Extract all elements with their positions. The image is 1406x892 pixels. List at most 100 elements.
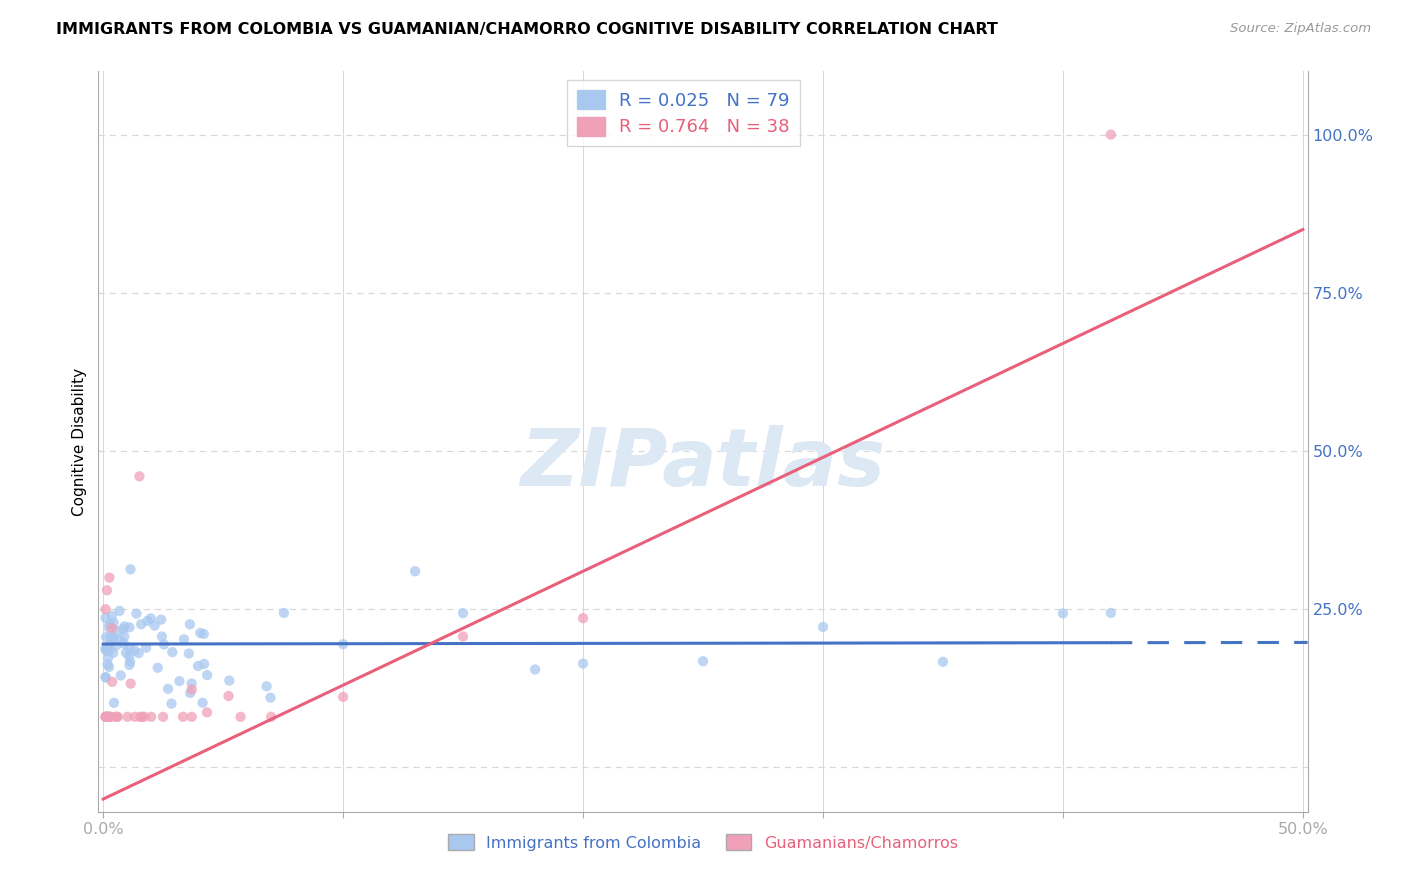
Point: [139, 710, 162, 724]
Point: [120, 676, 142, 690]
Text: ZIPatlas: ZIPatlas: [520, 425, 886, 503]
Point: [932, 655, 955, 669]
Point: [98, 710, 121, 724]
Point: [101, 608, 124, 623]
Point: [129, 617, 152, 632]
Point: [169, 674, 191, 689]
Point: [129, 710, 152, 724]
Point: [1052, 607, 1074, 621]
Point: [572, 657, 595, 671]
Point: [98, 710, 121, 724]
Point: [94, 670, 117, 684]
Point: [146, 661, 169, 675]
Point: [124, 643, 146, 657]
Point: [180, 676, 202, 690]
Point: [124, 710, 146, 724]
Point: [120, 655, 142, 669]
Point: [117, 710, 139, 724]
Point: [112, 629, 135, 643]
Point: [153, 637, 176, 651]
Point: [128, 646, 150, 660]
Point: [94, 602, 117, 616]
Point: [97, 650, 120, 665]
Point: [108, 604, 131, 618]
Point: [98, 617, 121, 632]
Point: [179, 686, 201, 700]
Point: [260, 710, 283, 724]
Point: [143, 618, 166, 632]
Point: [193, 657, 215, 671]
Point: [1099, 606, 1122, 620]
Point: [111, 622, 134, 636]
Point: [98, 571, 121, 585]
Point: [105, 710, 128, 724]
Point: [332, 637, 354, 651]
Point: [96, 657, 118, 672]
Point: [107, 710, 129, 724]
Point: [118, 657, 141, 672]
Point: [114, 619, 136, 633]
Point: [692, 654, 714, 668]
Point: [125, 607, 148, 621]
Point: [103, 632, 125, 646]
Point: [218, 673, 240, 688]
Point: [172, 710, 194, 724]
Point: [136, 614, 159, 628]
Point: [96, 710, 118, 724]
Point: [451, 630, 474, 644]
Point: [101, 674, 124, 689]
Point: [118, 620, 141, 634]
Point: [115, 646, 138, 660]
Point: [811, 620, 834, 634]
Text: IMMIGRANTS FROM COLOMBIA VS GUAMANIAN/CHAMORRO COGNITIVE DISABILITY CORRELATION : IMMIGRANTS FROM COLOMBIA VS GUAMANIAN/CH…: [56, 22, 998, 37]
Point: [173, 632, 195, 647]
Point: [135, 640, 157, 655]
Point: [97, 710, 120, 724]
Point: [96, 710, 118, 724]
Legend: Immigrants from Colombia, Guamanians/Chamorros: Immigrants from Colombia, Guamanians/Cha…: [441, 828, 965, 857]
Point: [191, 696, 214, 710]
Point: [105, 624, 128, 639]
Point: [101, 621, 124, 635]
Point: [98, 631, 121, 645]
Point: [98, 660, 121, 674]
Point: [193, 627, 215, 641]
Point: [118, 640, 141, 655]
Point: [98, 710, 121, 724]
Point: [273, 606, 295, 620]
Point: [96, 583, 118, 598]
Point: [162, 645, 184, 659]
Point: [150, 613, 173, 627]
Point: [451, 606, 474, 620]
Point: [332, 690, 354, 704]
Point: [256, 679, 278, 693]
Point: [188, 626, 211, 640]
Point: [94, 710, 117, 724]
Point: [112, 637, 135, 651]
Point: [94, 710, 117, 724]
Point: [160, 697, 183, 711]
Point: [229, 710, 252, 724]
Point: [404, 564, 426, 578]
Point: [195, 706, 218, 720]
Point: [98, 639, 121, 653]
Point: [120, 562, 142, 576]
Point: [96, 630, 118, 644]
Point: [131, 710, 153, 724]
Point: [98, 643, 121, 657]
Point: [128, 469, 150, 483]
Point: [110, 668, 132, 682]
Point: [104, 710, 127, 724]
Point: [195, 668, 218, 682]
Point: [150, 630, 173, 644]
Text: Source: ZipAtlas.com: Source: ZipAtlas.com: [1230, 22, 1371, 36]
Y-axis label: Cognitive Disability: Cognitive Disability: [72, 368, 87, 516]
Point: [101, 630, 124, 644]
Point: [259, 690, 281, 705]
Point: [97, 710, 120, 724]
Point: [105, 639, 128, 653]
Point: [103, 696, 125, 710]
Point: [187, 659, 209, 673]
Point: [96, 644, 118, 658]
Point: [177, 647, 200, 661]
